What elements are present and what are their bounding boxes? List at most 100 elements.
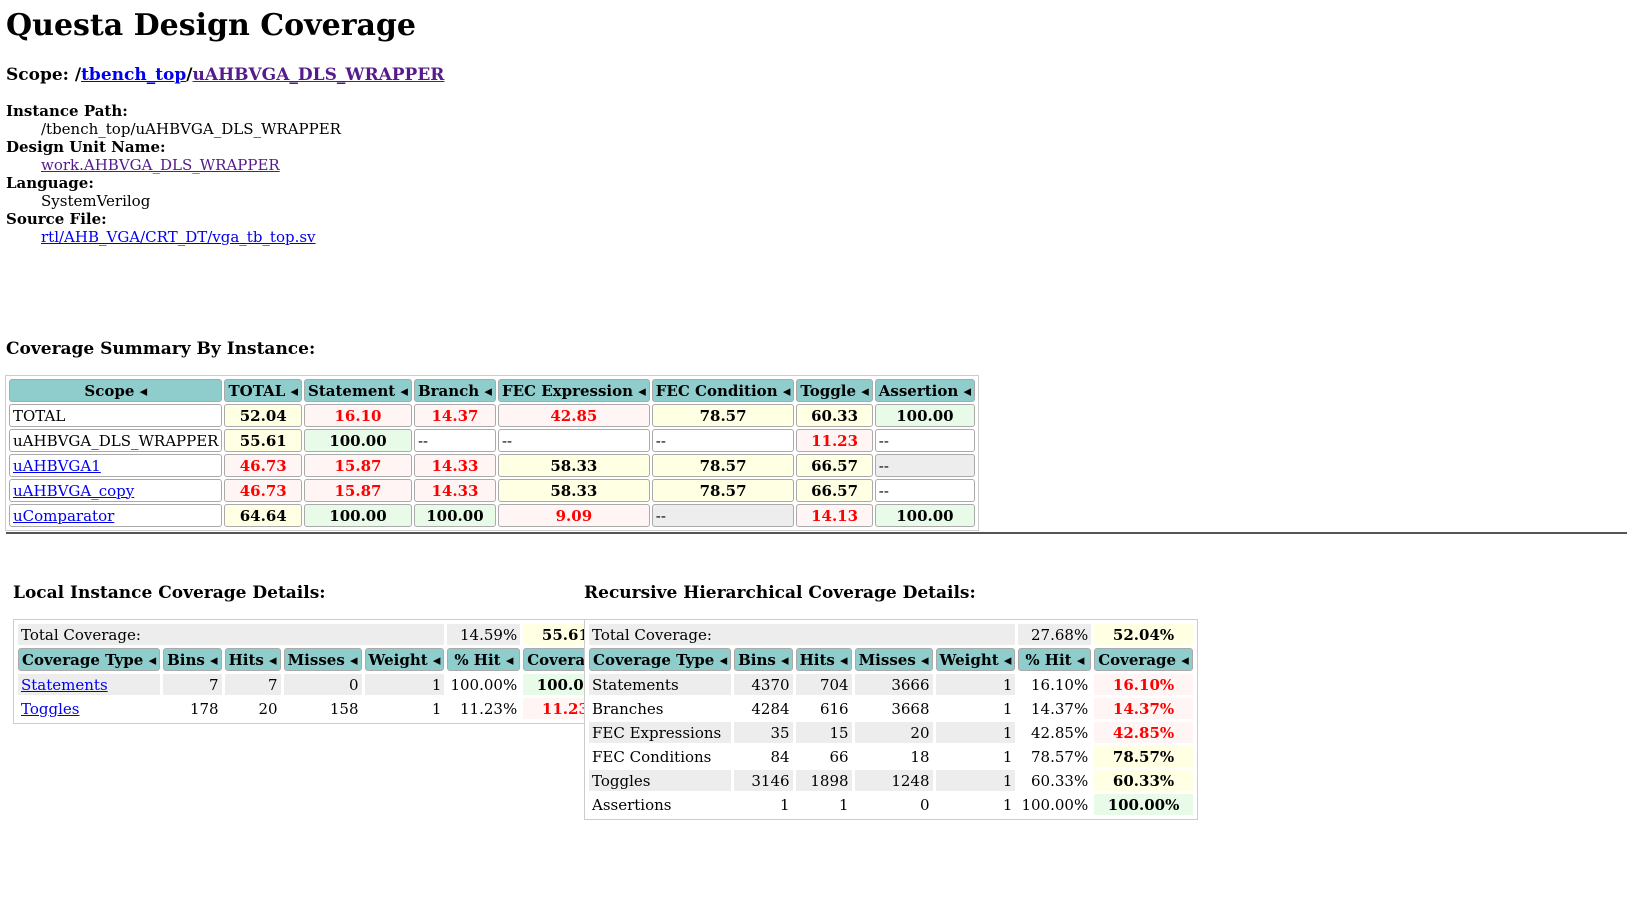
instance-info: Instance Path: /tbench_top/uAHBVGA_DLS_W…	[6, 102, 341, 246]
assertion-cell: 100.00	[874, 504, 976, 527]
fec-condition-cell: 78.57	[651, 404, 795, 427]
weight-cell: 1	[935, 674, 1016, 695]
pct-hit-cell: 14.37%	[1031, 699, 1089, 718]
assertion-cell: --	[874, 429, 976, 452]
col-header-misses[interactable]: Misses ◂	[283, 648, 362, 671]
scope-link-tbench-top[interactable]: tbench_top	[81, 65, 187, 85]
design-unit-label: Design Unit Name:	[6, 138, 166, 156]
fec-condition-cell: --	[651, 429, 795, 452]
col-header-pct-hit[interactable]: % Hit ◂	[1018, 648, 1092, 671]
pct-hit-cell: 11.23%	[460, 699, 518, 718]
table-row: Statements 7 7 0 1 100.00% 100.00%	[18, 674, 622, 695]
weight-cell: 1	[935, 770, 1016, 791]
misses-cell: 0	[283, 674, 362, 695]
statement-cell: 15.87	[304, 454, 412, 477]
summary-title: Coverage Summary By Instance:	[6, 339, 316, 359]
source-file-label: Source File:	[6, 210, 107, 228]
coverage-cell: 78.57%	[1094, 746, 1193, 767]
fec-expression-cell: 58.33	[497, 479, 650, 502]
bins-cell: 7	[163, 674, 222, 695]
col-header-branch[interactable]: Branch ◂	[413, 379, 496, 402]
branch-cell: 14.33	[413, 479, 496, 502]
misses-cell: 3668	[891, 699, 930, 718]
hits-cell: 616	[819, 699, 849, 718]
bins-cell: 1	[780, 795, 790, 814]
scope-link-uahbvga1[interactable]: uAHBVGA1	[13, 456, 101, 475]
design-unit-link[interactable]: work.AHBVGA_DLS_WRAPPER	[41, 156, 280, 174]
fec-expression-cell: 9.09	[497, 504, 650, 527]
col-header-statement[interactable]: Statement ◂	[304, 379, 412, 402]
branch-cell: --	[413, 429, 496, 452]
col-header-fec-condition[interactable]: FEC Condition ◂	[651, 379, 795, 402]
weight-cell: 1	[1002, 747, 1013, 766]
total-cell: 46.73	[224, 454, 302, 477]
col-header-pct-hit[interactable]: % Hit ◂	[447, 648, 521, 671]
total-hit-value: 27.68%	[1018, 624, 1092, 645]
table-row: uAHBVGA_copy 46.73 15.87 14.33 58.33 78.…	[9, 479, 976, 502]
toggle-cell: 66.57	[796, 479, 873, 502]
type-cell: FEC Conditions	[592, 747, 712, 766]
col-header-coverage-type[interactable]: Coverage Type ◂	[589, 648, 732, 671]
pct-hit-cell: 60.33%	[1031, 771, 1089, 790]
bins-cell: 3146	[734, 770, 793, 791]
page-title: Questa Design Coverage	[6, 8, 416, 43]
misses-cell: 20	[854, 722, 933, 743]
total-coverage-row: Total Coverage: 27.68% 52.04%	[589, 624, 1193, 645]
hits-cell: 1898	[795, 770, 852, 791]
recursive-details-title: Recursive Hierarchical Coverage Details:	[584, 583, 976, 603]
statement-cell: 15.87	[304, 479, 412, 502]
pct-hit-cell: 78.57%	[1031, 747, 1089, 766]
scope-separator: /	[186, 65, 193, 85]
col-header-misses[interactable]: Misses ◂	[854, 648, 933, 671]
link-toggles[interactable]: Toggles	[21, 699, 80, 718]
col-header-toggle[interactable]: Toggle ◂	[796, 379, 873, 402]
scope-link-wrapper[interactable]: uAHBVGA_DLS_WRAPPER	[192, 65, 445, 85]
total-cell: 46.73	[224, 479, 302, 502]
fec-condition-cell: --	[651, 504, 795, 527]
misses-cell: 0	[919, 795, 930, 814]
total-cell: 52.04	[224, 404, 302, 427]
coverage-cell: 14.37%	[1094, 698, 1193, 719]
branch-cell: 14.33	[413, 454, 496, 477]
source-file-link[interactable]: rtl/AHB_VGA/CRT_DT/vga_tb_top.sv	[41, 228, 316, 246]
col-header-weight[interactable]: Weight ◂	[935, 648, 1016, 671]
scope-breadcrumb: Scope: /tbench_top/uAHBVGA_DLS_WRAPPER	[6, 65, 444, 85]
col-header-hits[interactable]: Hits ◂	[795, 648, 852, 671]
fec-condition-cell: 78.57	[651, 454, 795, 477]
statement-cell: 100.00	[304, 504, 412, 527]
table-row: Toggles 178 20 158 1 11.23% 11.23%	[18, 698, 622, 719]
hits-cell: 704	[795, 674, 852, 695]
col-header-scope[interactable]: Scope ◂	[9, 379, 223, 402]
hits-cell: 20	[258, 699, 278, 718]
table-row: Branches 4284 616 3668 1 14.37% 14.37%	[589, 698, 1193, 719]
pct-hit-cell: 16.10%	[1031, 675, 1089, 694]
scope-link-ucomparator[interactable]: uComparator	[13, 506, 115, 525]
scope-cell: TOTAL	[9, 404, 223, 427]
table-row: Statements 4370 704 3666 1 16.10% 16.10%	[589, 674, 1193, 695]
col-header-fec-expression[interactable]: FEC Expression ◂	[497, 379, 650, 402]
assertion-cell: --	[874, 479, 976, 502]
instance-path-value: /tbench_top/uAHBVGA_DLS_WRAPPER	[41, 120, 341, 138]
section-divider	[6, 532, 1627, 534]
type-cell: Statements	[589, 674, 732, 695]
col-header-bins[interactable]: Bins ◂	[163, 648, 222, 671]
pct-hit-cell: 100.00%	[1021, 795, 1089, 814]
hits-cell: 1	[839, 795, 849, 814]
bins-cell: 4284	[751, 699, 790, 718]
col-header-bins[interactable]: Bins ◂	[734, 648, 793, 671]
hits-cell: 66	[829, 747, 849, 766]
col-header-coverage[interactable]: Coverage ◂	[1094, 648, 1193, 671]
col-header-total[interactable]: TOTAL ◂	[224, 379, 302, 402]
col-header-coverage-type[interactable]: Coverage Type ◂	[18, 648, 161, 671]
col-header-assertion[interactable]: Assertion ◂	[874, 379, 976, 402]
col-header-hits[interactable]: Hits ◂	[224, 648, 281, 671]
table-row: FEC Conditions 84 66 18 1 78.57% 78.57%	[589, 746, 1193, 767]
total-coverage-row: Total Coverage: 14.59% 55.61%	[18, 624, 622, 645]
col-header-weight[interactable]: Weight ◂	[364, 648, 445, 671]
weight-cell: 1	[431, 699, 442, 718]
weight-cell: 1	[1002, 795, 1013, 814]
link-statements[interactable]: Statements	[21, 675, 108, 694]
statement-cell: 16.10	[304, 404, 412, 427]
pct-hit-cell: 100.00%	[450, 675, 518, 694]
scope-link-uahbvga-copy[interactable]: uAHBVGA_copy	[13, 481, 135, 500]
